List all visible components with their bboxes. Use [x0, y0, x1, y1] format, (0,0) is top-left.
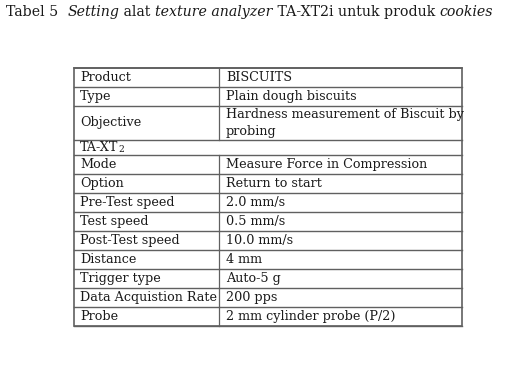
Text: 200 pps: 200 pps — [226, 291, 277, 304]
Text: 10.0 mm/s: 10.0 mm/s — [226, 234, 293, 247]
Text: texture analyzer: texture analyzer — [155, 5, 272, 19]
Text: Option: Option — [80, 177, 124, 190]
Text: Auto-5 g: Auto-5 g — [226, 272, 281, 285]
Text: TA-XT2i untuk produk: TA-XT2i untuk produk — [272, 5, 440, 19]
Text: Plain dough biscuits: Plain dough biscuits — [226, 90, 357, 103]
Text: Pre-Test speed: Pre-Test speed — [80, 196, 175, 209]
Text: Distance: Distance — [80, 253, 136, 266]
Text: Return to start: Return to start — [226, 177, 322, 190]
Text: Hardness measurement of Biscuit by: Hardness measurement of Biscuit by — [226, 108, 464, 121]
Text: 2.0 mm/s: 2.0 mm/s — [226, 196, 285, 209]
Text: Mode: Mode — [80, 158, 117, 171]
Text: 4 mm: 4 mm — [226, 253, 262, 266]
Text: TA-XT: TA-XT — [80, 141, 118, 154]
Text: BISCUITS: BISCUITS — [226, 71, 292, 84]
Text: probing: probing — [226, 125, 277, 138]
Text: 2 mm cylinder probe (P/2): 2 mm cylinder probe (P/2) — [226, 310, 395, 323]
Text: Objective: Objective — [80, 116, 141, 129]
Text: Measure Force in Compression: Measure Force in Compression — [226, 158, 427, 171]
Text: Type: Type — [80, 90, 112, 103]
Text: Product: Product — [80, 71, 131, 84]
Text: Tabel 5: Tabel 5 — [6, 5, 67, 19]
Text: 0.5 mm/s: 0.5 mm/s — [226, 215, 285, 228]
Text: Trigger type: Trigger type — [80, 272, 161, 285]
Text: Setting: Setting — [67, 5, 119, 19]
Text: Probe: Probe — [80, 310, 118, 323]
Text: 2: 2 — [118, 145, 125, 154]
Text: Test speed: Test speed — [80, 215, 148, 228]
Text: cookies: cookies — [440, 5, 493, 19]
Text: Data Acquistion Rate: Data Acquistion Rate — [80, 291, 217, 304]
Text: Post-Test speed: Post-Test speed — [80, 234, 180, 247]
Text: alat: alat — [119, 5, 155, 19]
